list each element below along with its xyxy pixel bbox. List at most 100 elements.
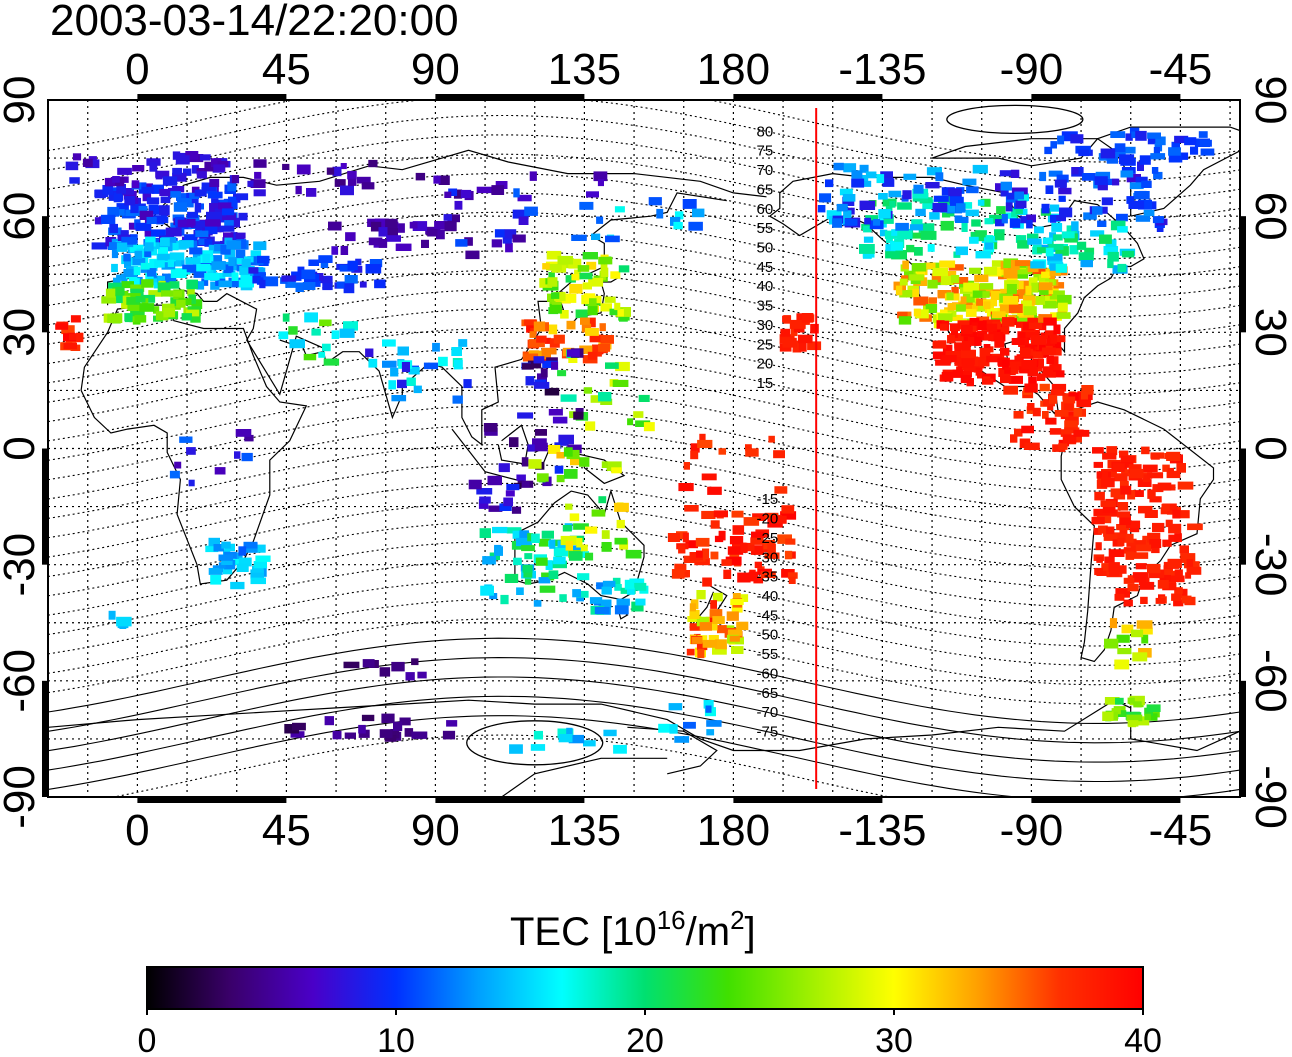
- tec-observation-cell: [798, 343, 807, 352]
- tec-observation-cell: [1083, 212, 1097, 220]
- coastline: [147, 192, 727, 446]
- tec-observation-cell: [518, 216, 529, 225]
- tec-observation-cell: [155, 171, 163, 180]
- tec-observation-cell: [549, 304, 562, 314]
- tec-observation-cell: [1050, 389, 1065, 396]
- tec-observation-cell: [160, 237, 170, 247]
- tec-observation-cell: [116, 242, 128, 252]
- tec-observation-cell: [737, 572, 751, 583]
- tec-observation-cell: [174, 461, 182, 469]
- tec-observation-cell: [1133, 552, 1149, 559]
- tec-observation-cell: [1039, 171, 1047, 182]
- tec-observation-cell: [981, 378, 994, 385]
- tec-observation-cell: [111, 263, 118, 273]
- tec-observation-cell: [1054, 179, 1067, 188]
- tec-observation-cell: [689, 610, 700, 619]
- tec-observation-cell: [533, 356, 545, 364]
- tec-observation-cell: [684, 505, 699, 512]
- tec-observation-cell: [895, 222, 909, 231]
- tec-observation-cell: [612, 379, 629, 387]
- tec-observation-cell: [718, 448, 726, 455]
- tec-observation-cell: [487, 475, 502, 486]
- tec-observation-cell: [404, 728, 414, 737]
- tec-observation-cell: [198, 238, 207, 245]
- tec-observation-cell: [479, 496, 491, 504]
- tec-observation-cell: [1138, 199, 1152, 210]
- tec-observation-cell: [924, 262, 936, 270]
- tec-observation-cell: [586, 317, 596, 328]
- tec-observation-cell: [444, 191, 452, 198]
- tec-observation-cell: [583, 293, 596, 301]
- tec-observation-cell: [678, 545, 686, 554]
- tec-observation-cell: [897, 229, 913, 240]
- tec-observation-cell: [1117, 533, 1126, 541]
- tec-observation-cell: [1128, 464, 1142, 474]
- tec-observation-cell: [94, 217, 103, 225]
- tec-observation-cell: [536, 335, 547, 343]
- tec-observation-cell: [967, 336, 979, 346]
- tec-observation-cell: [218, 280, 232, 288]
- magnetic-latitude-label: 70: [757, 162, 774, 179]
- tec-observation-cell: [726, 611, 739, 621]
- tec-observation-cell: [308, 259, 320, 266]
- tec-observation-cell: [702, 548, 710, 559]
- tec-observation-cell: [715, 639, 727, 650]
- tec-observation-cell: [928, 297, 937, 304]
- tec-observation-cell: [969, 267, 982, 274]
- tec-observation-cell: [780, 511, 797, 520]
- tec-observation-cell: [208, 537, 220, 547]
- tec-observation-cell: [1025, 285, 1032, 295]
- latitude-tick-label: 30: [1246, 308, 1292, 357]
- tec-observation-cell: [399, 717, 411, 726]
- tec-observation-cell: [1173, 599, 1184, 607]
- tec-observation-cell: [500, 594, 509, 605]
- tec-observation-cell: [94, 189, 106, 199]
- tec-observation-cell: [1050, 335, 1057, 344]
- tec-observation-cell: [732, 593, 741, 603]
- tec-observation-cell: [540, 368, 548, 378]
- tec-observation-cell: [519, 530, 529, 539]
- tec-observation-cell: [886, 235, 893, 244]
- tec-observation-cell: [161, 290, 174, 297]
- tec-observation-cell: [1126, 714, 1143, 722]
- tec-observation-cell: [1144, 509, 1158, 518]
- tec-observation-cell: [170, 191, 181, 198]
- tec-observation-cell: [842, 194, 856, 202]
- tec-observation-cell: [1112, 178, 1120, 186]
- tec-observation-cell: [688, 221, 703, 231]
- tec-observation-cell: [480, 585, 494, 596]
- tec-observation-cell: [705, 705, 712, 713]
- tec-observation-cell: [865, 215, 879, 225]
- tec-observation-cell: [235, 232, 246, 239]
- tec-observation-cell: [551, 292, 560, 299]
- tec-observation-cell: [1118, 154, 1135, 165]
- tec-observation-cell: [609, 308, 624, 316]
- tec-observation-cell: [1121, 624, 1134, 634]
- tec-observation-cell: [228, 257, 235, 267]
- tec-observation-cell: [567, 444, 582, 454]
- tec-observation-cell: [687, 616, 702, 623]
- tec-observation-cell: [65, 161, 79, 171]
- tec-observation-cell: [1014, 191, 1024, 200]
- tec-observation-cell: [551, 361, 559, 370]
- tec-observation-cell: [882, 178, 895, 187]
- tec-observation-cell: [701, 473, 717, 481]
- tec-observation-cell: [132, 165, 145, 172]
- tec-observation-cell: [1044, 146, 1053, 155]
- tec-observation-cell: [1121, 250, 1135, 258]
- tec-observation-cell: [787, 572, 798, 579]
- tec-observation-cell: [1174, 569, 1182, 578]
- tec-observation-cell: [1050, 204, 1060, 212]
- tec-observation-cell: [228, 280, 245, 288]
- tec-observation-cell: [1093, 508, 1110, 517]
- tec-observation-cell: [992, 311, 1006, 319]
- tec-observation-cell: [712, 592, 723, 602]
- tec-observation-cell: [980, 198, 991, 207]
- tec-observation-cell: [182, 199, 194, 208]
- north-pole-contour: [946, 104, 1084, 135]
- tec-observation-cell: [1038, 275, 1050, 284]
- tec-observation-cell: [925, 304, 938, 314]
- tec-observation-cell: [1137, 161, 1144, 171]
- magnetic-latitude-label: -55: [757, 646, 779, 663]
- tec-observation-cell: [1002, 360, 1009, 370]
